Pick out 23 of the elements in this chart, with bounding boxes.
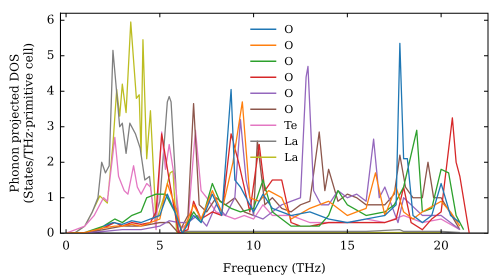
y-tick-label: 2 bbox=[46, 154, 54, 168]
legend-label: O bbox=[284, 71, 294, 84]
legend-label: La bbox=[284, 135, 299, 148]
legend-label: O bbox=[284, 39, 294, 52]
legend-label: La bbox=[284, 151, 299, 164]
legend-label: O bbox=[284, 103, 294, 116]
y-tick-label: 4 bbox=[46, 83, 55, 98]
x-tick-label: 5 bbox=[156, 238, 164, 253]
x-tick-label: 15 bbox=[340, 238, 355, 253]
legend-label: O bbox=[284, 23, 294, 36]
y-tick-label: 5 bbox=[46, 48, 54, 62]
legend-label: O bbox=[284, 87, 294, 100]
legend-label: Te bbox=[284, 119, 298, 132]
legend-label: O bbox=[284, 55, 294, 68]
y-tick-label: 1 bbox=[46, 190, 54, 204]
y-tick-label: 0 bbox=[46, 225, 54, 240]
y-tick-label: 3 bbox=[46, 118, 54, 133]
x-tick-label: 10 bbox=[246, 238, 262, 253]
x-tick-label: 20 bbox=[433, 238, 449, 253]
y-axis-title: Phonon projected DOS (States/THz·primitive cell) bbox=[7, 42, 36, 204]
y-tick-label: 6 bbox=[46, 12, 54, 26]
x-tick-label: 0 bbox=[62, 238, 70, 253]
x-axis-title: Frequency (THz) bbox=[222, 260, 326, 275]
